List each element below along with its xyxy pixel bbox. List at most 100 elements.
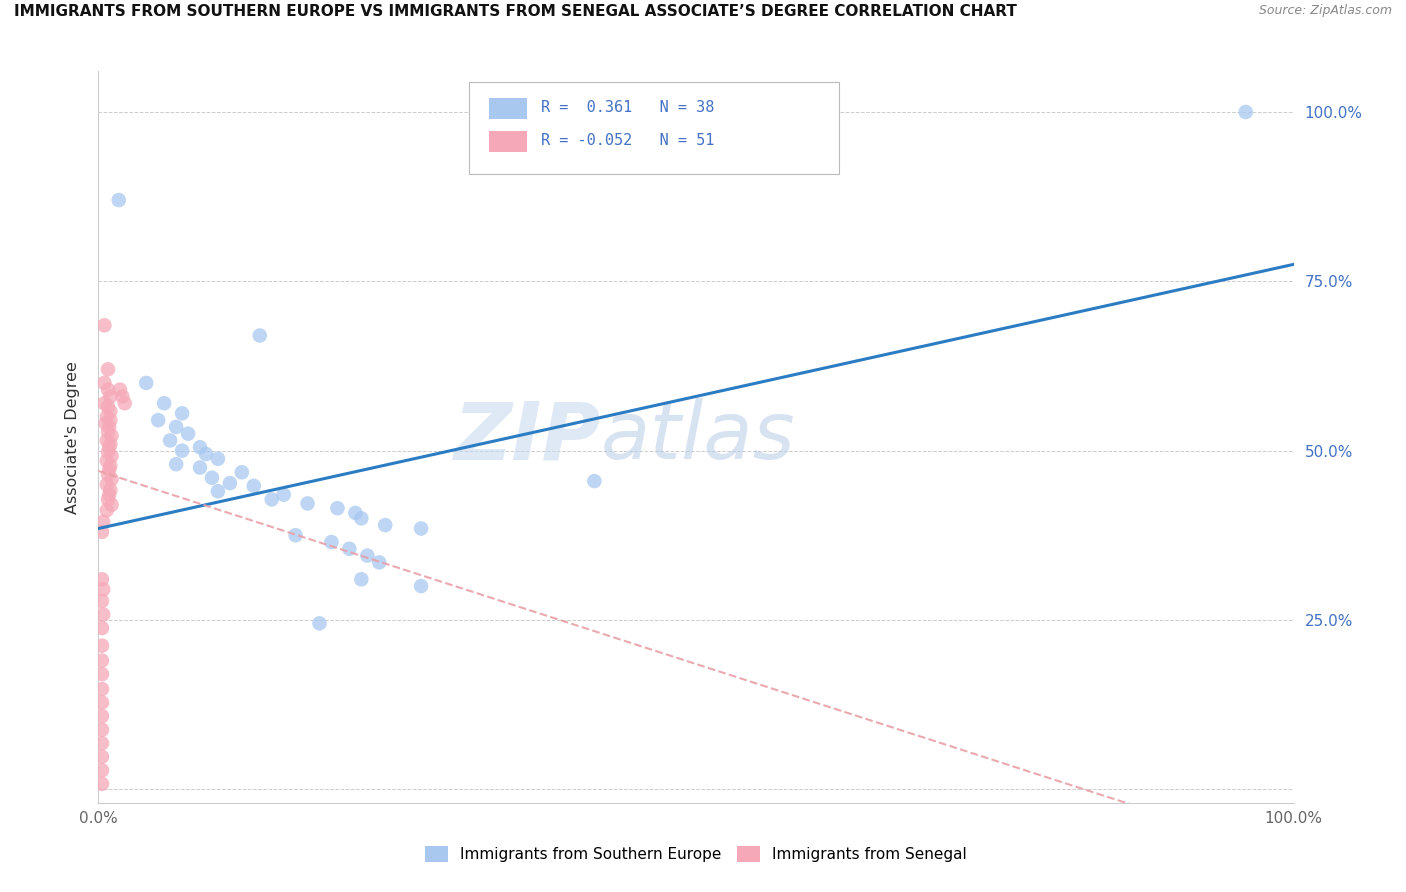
- Point: [96, 477, 118, 491]
- Point: [98, 488, 121, 502]
- Point: [177, 426, 200, 441]
- Point: [100, 472, 122, 486]
- Point: [297, 496, 319, 510]
- Point: [91, 736, 114, 750]
- Point: [98, 483, 122, 497]
- Point: [284, 528, 307, 542]
- Point: [97, 445, 120, 459]
- Point: [91, 621, 114, 635]
- Point: [249, 328, 271, 343]
- Point: [98, 389, 122, 403]
- Point: [91, 723, 114, 737]
- Point: [350, 572, 373, 586]
- Point: [308, 616, 330, 631]
- Point: [159, 434, 181, 448]
- Point: [91, 667, 114, 681]
- Point: [94, 417, 117, 431]
- Point: [96, 409, 118, 424]
- Point: [96, 434, 118, 448]
- Point: [172, 443, 194, 458]
- Point: [207, 484, 229, 499]
- Point: [350, 511, 373, 525]
- Point: [153, 396, 176, 410]
- Point: [326, 501, 349, 516]
- Point: [91, 749, 114, 764]
- Point: [91, 515, 114, 529]
- Point: [260, 492, 283, 507]
- Point: [98, 437, 122, 451]
- Point: [91, 572, 114, 586]
- FancyBboxPatch shape: [489, 98, 527, 119]
- Point: [91, 582, 114, 597]
- Point: [356, 549, 378, 563]
- Legend: Immigrants from Southern Europe, Immigrants from Senegal: Immigrants from Southern Europe, Immigra…: [419, 840, 973, 868]
- Point: [207, 451, 229, 466]
- Point: [100, 449, 122, 463]
- Point: [411, 521, 433, 535]
- FancyBboxPatch shape: [470, 82, 839, 174]
- Point: [339, 541, 360, 556]
- Point: [114, 396, 136, 410]
- Text: Source: ZipAtlas.com: Source: ZipAtlas.com: [1258, 4, 1392, 18]
- Point: [91, 654, 114, 668]
- Point: [148, 413, 170, 427]
- Point: [368, 555, 391, 569]
- Point: [98, 404, 122, 418]
- Point: [97, 362, 120, 376]
- Point: [188, 460, 211, 475]
- Point: [91, 681, 114, 696]
- Point: [100, 428, 122, 442]
- Point: [97, 383, 120, 397]
- Point: [91, 709, 114, 723]
- Text: IMMIGRANTS FROM SOUTHERN EUROPE VS IMMIGRANTS FROM SENEGAL ASSOCIATE’S DEGREE CO: IMMIGRANTS FROM SOUTHERN EUROPE VS IMMIG…: [14, 4, 1017, 20]
- Point: [91, 764, 114, 778]
- Point: [97, 425, 120, 439]
- Point: [344, 506, 367, 520]
- Point: [96, 503, 118, 517]
- Point: [194, 447, 218, 461]
- Point: [100, 498, 122, 512]
- Point: [93, 396, 115, 410]
- Y-axis label: Associate's Degree: Associate's Degree: [65, 360, 80, 514]
- Point: [111, 389, 134, 403]
- Point: [165, 420, 187, 434]
- Point: [91, 639, 114, 653]
- Point: [93, 318, 115, 333]
- Point: [108, 383, 131, 397]
- Text: R =  0.361   N = 38: R = 0.361 N = 38: [540, 101, 714, 115]
- Point: [107, 193, 129, 207]
- Text: atlas: atlas: [600, 398, 796, 476]
- Point: [172, 406, 194, 420]
- Point: [135, 376, 157, 390]
- Point: [273, 488, 295, 502]
- Point: [219, 476, 242, 491]
- Point: [97, 467, 120, 482]
- Text: ZIP: ZIP: [453, 398, 600, 476]
- Point: [243, 479, 266, 493]
- Point: [321, 535, 343, 549]
- Point: [98, 413, 122, 427]
- Point: [1234, 105, 1257, 120]
- Point: [165, 457, 187, 471]
- Point: [96, 454, 118, 468]
- FancyBboxPatch shape: [489, 131, 527, 152]
- Point: [188, 440, 211, 454]
- Point: [98, 458, 122, 473]
- Point: [97, 400, 120, 414]
- Point: [374, 518, 396, 533]
- Point: [91, 696, 114, 710]
- Point: [98, 420, 121, 434]
- Text: R = -0.052   N = 51: R = -0.052 N = 51: [540, 133, 714, 148]
- Point: [98, 462, 121, 476]
- Point: [583, 474, 606, 488]
- Point: [91, 524, 114, 539]
- Point: [98, 440, 121, 454]
- Point: [97, 492, 120, 507]
- Point: [231, 465, 253, 479]
- Point: [93, 376, 115, 390]
- Point: [91, 777, 114, 791]
- Point: [91, 594, 114, 608]
- Point: [201, 471, 224, 485]
- Point: [91, 607, 114, 622]
- Point: [411, 579, 433, 593]
